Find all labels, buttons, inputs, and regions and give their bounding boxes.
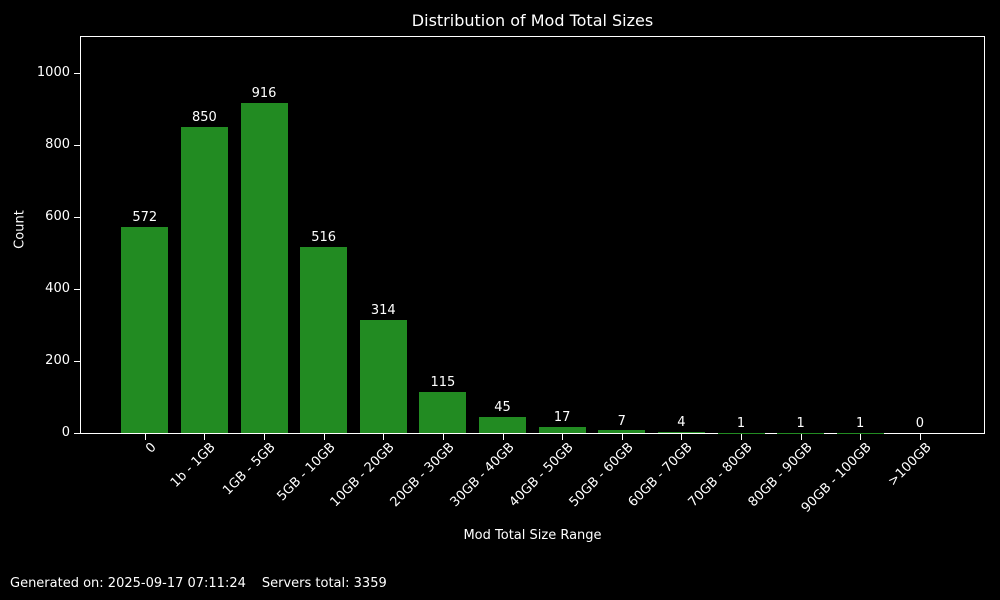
bar	[657, 431, 705, 433]
chart-title: Distribution of Mod Total Sizes	[411, 11, 654, 30]
bar-value-label: 850	[191, 110, 217, 125]
x-tick	[442, 434, 444, 440]
x-tick	[621, 434, 623, 440]
bar	[300, 247, 348, 433]
bar	[479, 416, 526, 433]
y-tick	[74, 433, 80, 434]
bar-value-label: 916	[251, 86, 277, 102]
x-tick	[323, 434, 325, 440]
x-tick	[860, 434, 862, 440]
plot-area: 572 850 916 516 314 115 45 17 7 4 1 1 1 0	[80, 36, 985, 434]
footer: Generated on: 2025-09-17 07:11:24 Servers…	[10, 576, 387, 592]
x-tick	[919, 434, 921, 440]
y-tick	[74, 217, 80, 218]
y-tick-label: 400	[45, 281, 70, 296]
y-tick-label: 1000	[36, 65, 70, 80]
x-tick	[800, 434, 802, 440]
bar	[419, 391, 467, 433]
x-tick	[681, 434, 683, 440]
bar-value-label: 1	[736, 415, 746, 431]
x-tick-label: 5GB - 10GB	[274, 440, 339, 505]
bar-value-label: 314	[370, 303, 396, 318]
servers-total: Servers total: 3359	[261, 576, 387, 591]
x-tick	[264, 434, 265, 440]
x-tick	[502, 434, 504, 440]
bar-value-label: 4	[677, 414, 686, 430]
y-tick-label: 0	[61, 425, 70, 440]
bar	[359, 319, 407, 433]
x-tick	[741, 434, 742, 440]
generated-timestamp: Generated on: 2025-09-17 07:11:24	[10, 576, 246, 591]
y-tick	[74, 361, 80, 362]
x-tick-label: >100GB	[885, 440, 935, 490]
y-tick-label: 800	[45, 137, 70, 152]
x-tick-label: 0	[142, 440, 160, 457]
y-tick-label: 200	[45, 353, 70, 368]
bar-value-label: 572	[132, 210, 158, 226]
x-tick	[204, 434, 206, 440]
bar-value-label: 1	[796, 415, 805, 431]
x-tick	[383, 434, 385, 440]
x-tick-label: 1GB - 5GB	[220, 440, 279, 499]
bar-value-label: 17	[553, 409, 571, 425]
x-tick	[562, 434, 564, 440]
bar-value-label: 516	[311, 230, 337, 246]
bar-value-label: 1	[856, 415, 865, 431]
bar	[180, 127, 228, 433]
x-tick-label: 1b - 1GB	[168, 440, 219, 491]
bar-value-label: 115	[430, 374, 456, 390]
y-tick	[74, 145, 80, 146]
x-axis-label: Mod Total Size Range	[463, 528, 602, 543]
bar-value-label: 0	[915, 416, 925, 431]
y-tick	[74, 289, 80, 290]
y-tick-label: 600	[45, 209, 70, 224]
bar-value-label: 7	[617, 413, 626, 429]
bar	[240, 103, 288, 433]
bar	[598, 430, 646, 433]
bar	[538, 426, 586, 433]
bar	[121, 227, 169, 433]
bar-value-label: 45	[494, 399, 511, 415]
x-tick	[144, 434, 146, 440]
y-axis-label: Count	[12, 210, 28, 249]
y-tick	[74, 73, 80, 74]
